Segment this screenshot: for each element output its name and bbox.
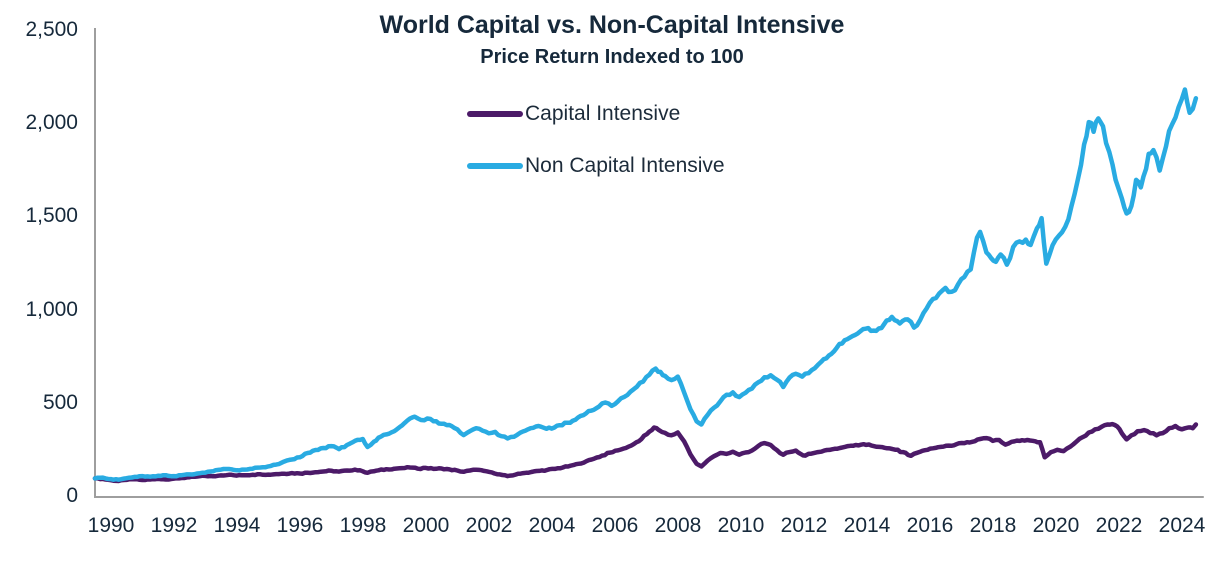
- chart-subtitle: Price Return Indexed to 100: [480, 46, 744, 68]
- non-capital-intensive-line-swatch: [467, 162, 523, 169]
- x-tick-label: 1996: [276, 514, 324, 537]
- x-tick-label: 1990: [87, 514, 135, 537]
- x-tick-label: 2010: [717, 514, 765, 537]
- non-capital-intensive-line: [92, 87, 1199, 482]
- x-tick-label: 2024: [1158, 514, 1206, 537]
- x-tick-label: 2004: [528, 514, 576, 537]
- y-tick-label: 2,000: [25, 111, 78, 135]
- y-tick-label: 500: [42, 390, 78, 414]
- y-tick-label: 1,000: [25, 297, 78, 321]
- x-tick-label: 1992: [150, 514, 198, 537]
- y-tick-label: 1,500: [25, 204, 78, 228]
- x-tick-label: 2018: [969, 514, 1017, 537]
- x-tick-label: 2000: [402, 514, 450, 537]
- chart-title: World Capital vs. Non-Capital Intensive: [379, 11, 845, 39]
- x-tick-label: 1994: [213, 514, 261, 537]
- x-tick-label: 2002: [465, 514, 513, 537]
- x-tick-label: 2016: [906, 514, 954, 537]
- legend-item-non-capital-intensive: Non Capital Intensive: [467, 152, 725, 179]
- x-tick-label: 2014: [843, 514, 891, 537]
- x-tick-label: 2022: [1095, 514, 1143, 537]
- legend-label-capital-intensive: Capital Intensive: [525, 101, 681, 125]
- chart-legend: Capital Intensive Non Capital Intensive: [467, 100, 725, 204]
- x-tick-label: 2020: [1032, 514, 1080, 537]
- capital-intensive-line: [92, 421, 1199, 484]
- legend-label-non-capital-intensive: Non Capital Intensive: [525, 153, 725, 177]
- x-tick-label: 2008: [654, 514, 702, 537]
- x-tick-label: 1998: [339, 514, 387, 537]
- capital-intensive-line-swatch: [467, 110, 523, 117]
- x-tick-label: 2012: [780, 514, 828, 537]
- legend-item-capital-intensive: Capital Intensive: [467, 100, 725, 127]
- y-tick-label: 2,500: [25, 18, 78, 41]
- x-tick-label: 2006: [591, 514, 639, 537]
- y-tick-label: 0: [66, 484, 78, 507]
